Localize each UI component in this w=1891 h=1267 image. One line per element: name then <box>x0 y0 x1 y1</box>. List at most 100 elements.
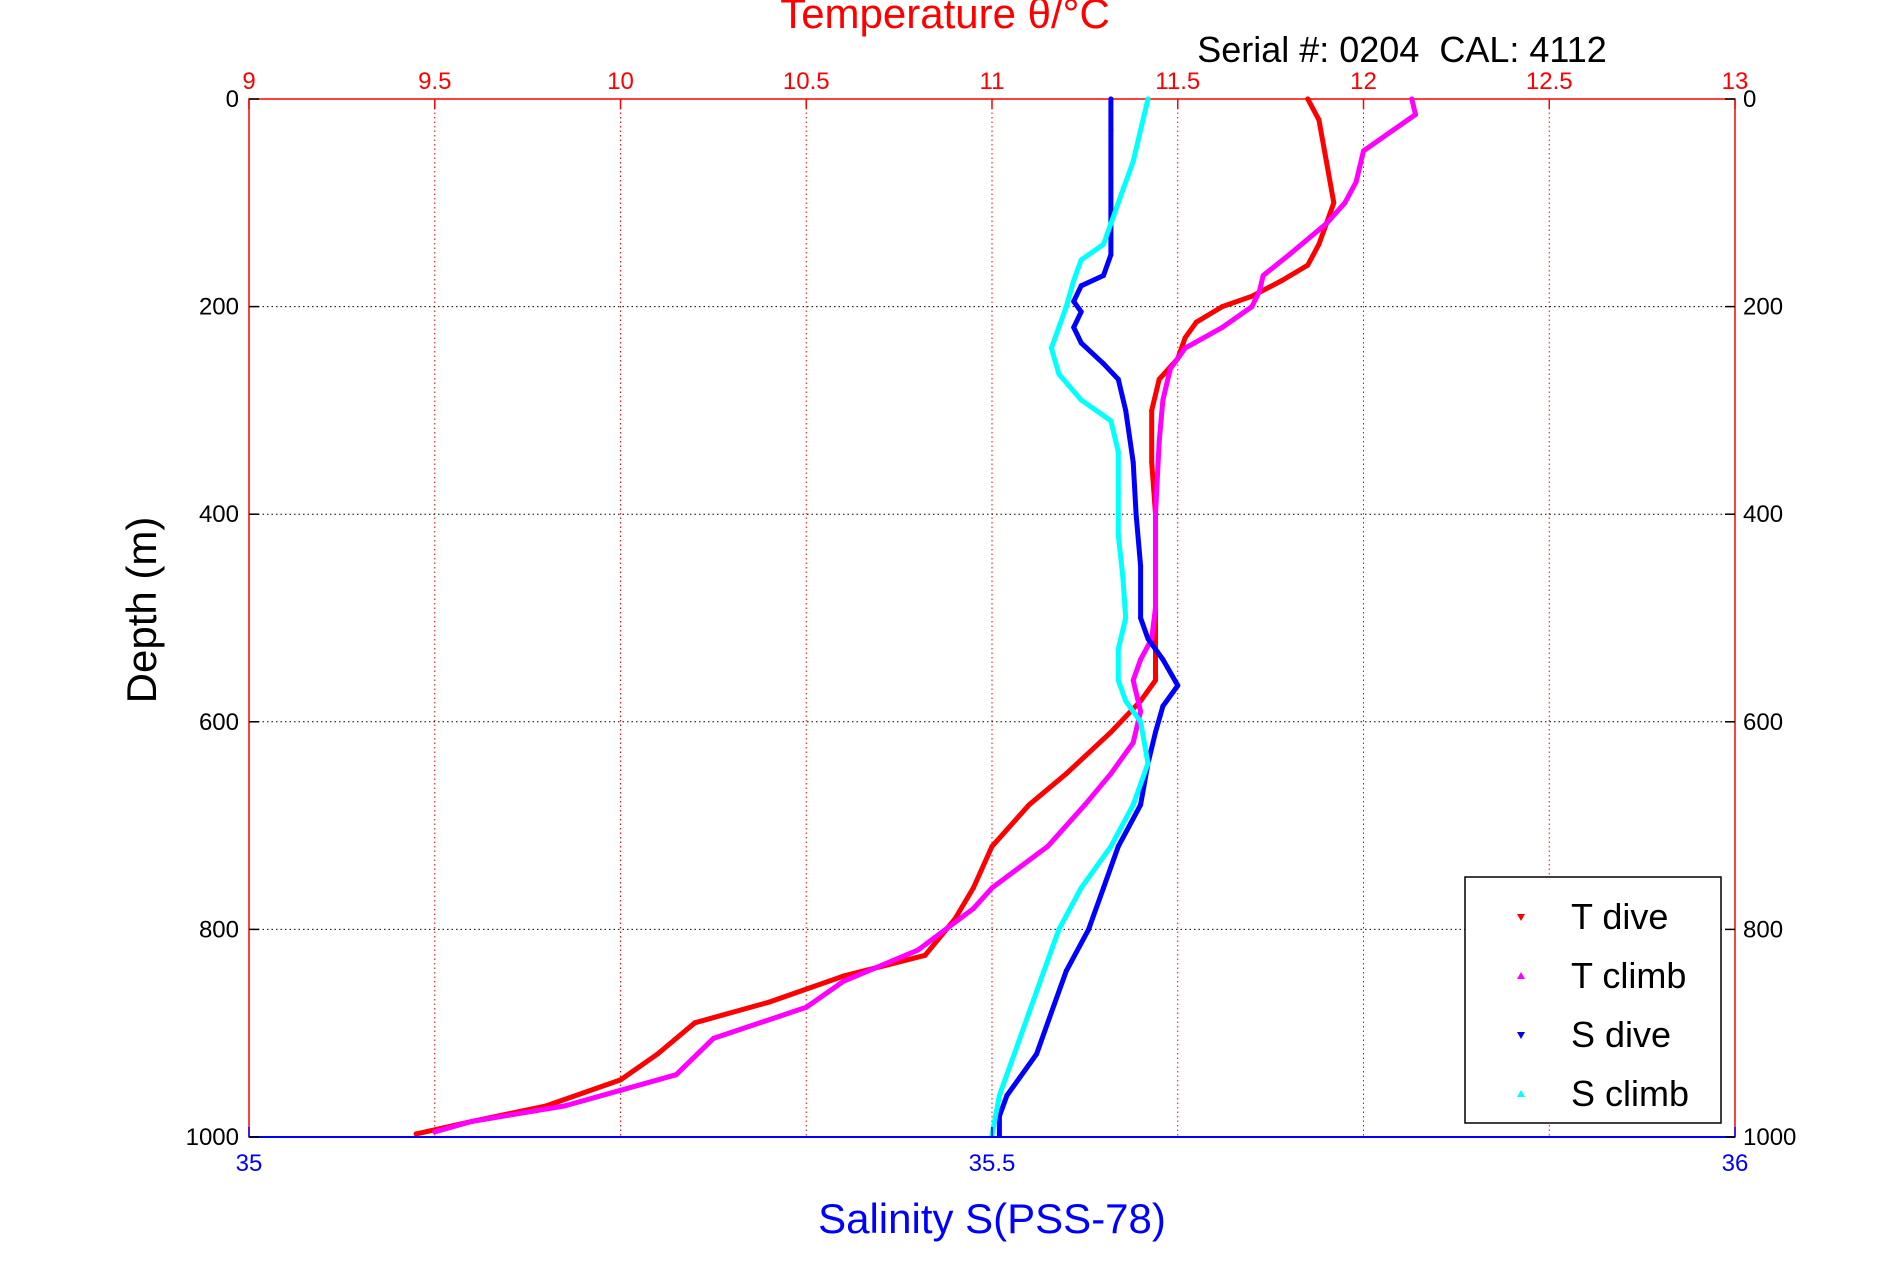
legend-label: S climb <box>1571 1073 1689 1114</box>
salinity-tick-label: 35 <box>236 1150 263 1177</box>
temperature-tick-label: 11 <box>980 68 1005 95</box>
data-point <box>692 1020 698 1026</box>
data-point <box>1108 418 1114 424</box>
depth-tick-label-left: 600 <box>199 709 239 736</box>
data-point <box>1413 112 1418 118</box>
data-point <box>1130 802 1136 808</box>
data-point <box>413 1131 419 1137</box>
data-point <box>1086 926 1092 932</box>
data-point <box>1108 127 1114 133</box>
data-point <box>469 1118 475 1124</box>
data-point <box>1115 646 1121 652</box>
data-point <box>1316 117 1322 123</box>
legend-item: T climb <box>1517 955 1686 996</box>
data-point <box>1130 677 1136 683</box>
data-point <box>1361 148 1366 154</box>
data-point <box>1115 532 1121 538</box>
data-point <box>1219 304 1225 310</box>
data-point <box>1249 304 1255 310</box>
data-point <box>1082 802 1088 808</box>
data-point <box>1078 257 1084 263</box>
data-point <box>1153 677 1158 683</box>
legend-marker <box>1517 972 1525 979</box>
data-point <box>1138 719 1144 725</box>
data-point <box>1149 459 1155 465</box>
data-point <box>1145 96 1151 102</box>
data-point <box>1279 278 1285 284</box>
data-point <box>970 906 976 912</box>
data-point <box>1056 371 1062 377</box>
depth-tick-label-right: 800 <box>1743 916 1783 943</box>
depth-tick-label-right: 200 <box>1743 294 1783 321</box>
data-point <box>922 952 928 958</box>
data-point <box>1108 96 1114 102</box>
salinity-tick-label: 36 <box>1722 1150 1749 1177</box>
data-point <box>1115 677 1121 683</box>
data-point <box>1138 127 1144 133</box>
data-point <box>1115 200 1121 206</box>
series-s-dive <box>996 96 1181 1138</box>
data-point <box>618 1077 623 1083</box>
data-point <box>1108 843 1114 849</box>
data-point <box>1045 843 1051 849</box>
data-point <box>1175 683 1181 688</box>
salinity-tick-label: 35.5 <box>969 1150 1016 1177</box>
data-point <box>1108 771 1114 777</box>
data-point <box>1115 376 1121 382</box>
depth-tick-label-left: 400 <box>199 501 239 528</box>
data-point <box>655 1051 661 1057</box>
data-point <box>840 973 846 979</box>
legend-label: T dive <box>1571 896 1668 937</box>
data-point <box>1101 885 1106 891</box>
data-point <box>1342 200 1348 206</box>
axis-layer: 9 9.5 10 10.5 11 11.5 12 12.5 13 35 35.5 36 0 0 200 200… <box>186 68 1797 1177</box>
data-point <box>1101 241 1106 247</box>
data-point <box>1156 376 1162 382</box>
data-point <box>970 885 976 891</box>
data-point <box>1153 574 1158 579</box>
data-point <box>1078 283 1084 289</box>
x-axis-label-salinity: Salinity S(PSS-78) <box>818 1195 1166 1242</box>
legend: T dive T climb S dive S climb <box>1464 876 1722 1124</box>
data-point <box>1182 345 1188 351</box>
data-point <box>766 999 772 1005</box>
data-point <box>618 1087 623 1093</box>
data-point <box>710 1035 716 1041</box>
data-point <box>1153 729 1158 735</box>
data-point <box>989 885 995 891</box>
data-point <box>1108 221 1114 227</box>
data-point <box>1260 273 1266 278</box>
data-point <box>1156 439 1162 444</box>
legend-item: S climb <box>1517 1073 1689 1114</box>
data-point <box>1071 278 1077 284</box>
data-point <box>1286 252 1292 258</box>
depth-tick-label-left: 0 <box>226 86 239 113</box>
data-point <box>996 1093 1002 1098</box>
data-point <box>1034 1051 1040 1057</box>
data-point <box>1026 802 1032 808</box>
data-point <box>1115 843 1121 849</box>
data-point <box>1257 288 1262 294</box>
data-point <box>1138 708 1144 714</box>
data-point <box>1149 407 1155 413</box>
series-t-climb <box>432 96 1418 1135</box>
data-point <box>1123 698 1129 704</box>
legend-marker <box>1517 914 1525 921</box>
data-point <box>1145 636 1151 642</box>
legend-item: T dive <box>1517 896 1668 937</box>
data-point <box>1138 563 1144 569</box>
data-point <box>1133 511 1139 517</box>
data-point <box>1120 574 1126 579</box>
data-point <box>1078 340 1084 346</box>
data-point <box>1056 926 1062 932</box>
data-point <box>1160 703 1166 709</box>
series-line <box>413 96 1337 1137</box>
depth-tick-label-left: 800 <box>199 916 239 943</box>
data-point <box>1167 366 1173 372</box>
data-point <box>1249 293 1255 299</box>
data-point <box>1130 459 1136 465</box>
data-point <box>1108 252 1114 258</box>
data-point <box>1130 740 1136 746</box>
